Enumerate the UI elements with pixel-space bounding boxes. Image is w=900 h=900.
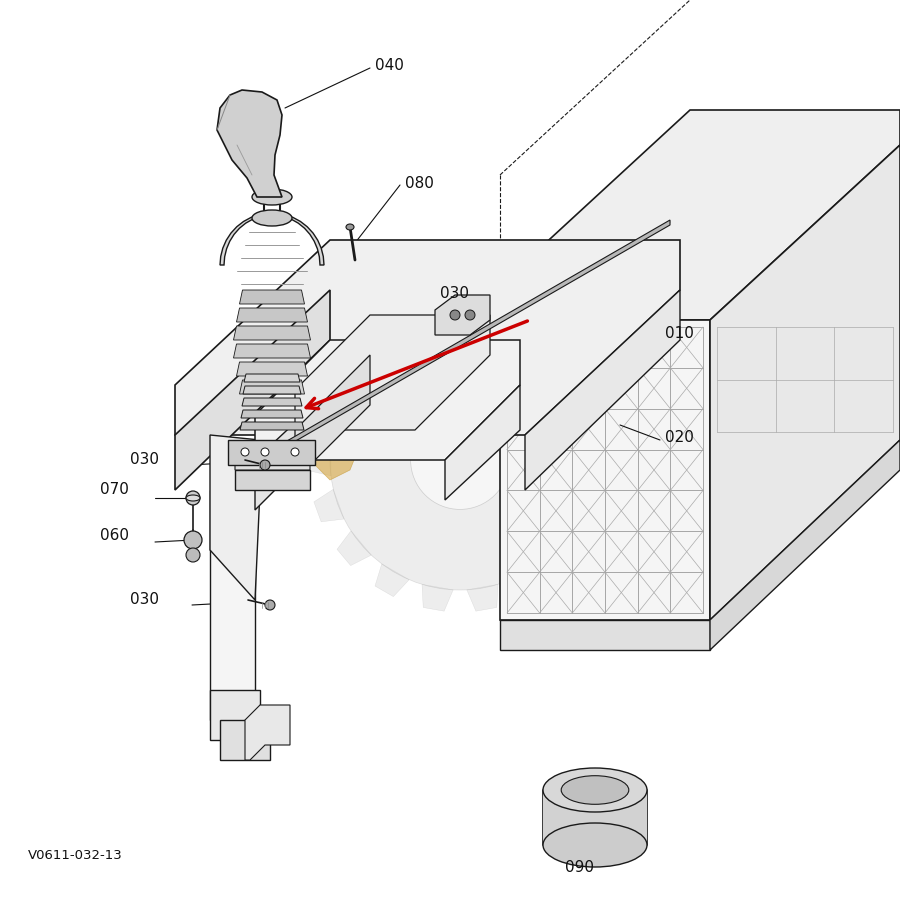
Polygon shape — [280, 220, 670, 450]
Polygon shape — [210, 690, 260, 740]
Polygon shape — [589, 445, 612, 476]
Polygon shape — [242, 398, 302, 406]
Polygon shape — [237, 362, 308, 376]
Ellipse shape — [543, 768, 647, 812]
Polygon shape — [235, 450, 310, 470]
Polygon shape — [220, 213, 324, 265]
Polygon shape — [525, 290, 680, 490]
Polygon shape — [240, 422, 304, 430]
Text: 030: 030 — [130, 453, 159, 467]
Polygon shape — [710, 145, 900, 620]
Polygon shape — [543, 790, 647, 845]
Polygon shape — [309, 445, 331, 476]
Circle shape — [330, 330, 590, 590]
Polygon shape — [435, 295, 490, 335]
Polygon shape — [235, 470, 310, 490]
Ellipse shape — [186, 495, 200, 501]
Polygon shape — [245, 705, 290, 760]
Polygon shape — [210, 490, 255, 720]
Ellipse shape — [252, 189, 292, 205]
Text: 010: 010 — [665, 326, 694, 340]
Polygon shape — [295, 355, 370, 480]
Polygon shape — [337, 531, 372, 565]
Polygon shape — [239, 290, 304, 304]
Text: ®: ® — [586, 398, 600, 412]
Text: 030: 030 — [130, 592, 159, 608]
Circle shape — [261, 448, 269, 456]
Circle shape — [410, 410, 509, 509]
Polygon shape — [511, 323, 545, 356]
Polygon shape — [244, 374, 300, 382]
Polygon shape — [576, 490, 606, 522]
Polygon shape — [255, 340, 520, 460]
Polygon shape — [576, 398, 606, 431]
Ellipse shape — [543, 823, 647, 867]
Ellipse shape — [252, 210, 292, 226]
Text: 080: 080 — [405, 176, 434, 191]
Polygon shape — [375, 323, 410, 356]
Polygon shape — [422, 309, 454, 336]
Text: 030: 030 — [440, 285, 469, 301]
Text: 090: 090 — [565, 860, 594, 876]
Circle shape — [450, 310, 460, 320]
Circle shape — [241, 448, 249, 456]
Circle shape — [260, 460, 270, 470]
Polygon shape — [500, 320, 710, 620]
Text: 040: 040 — [375, 58, 404, 73]
Polygon shape — [710, 440, 900, 650]
Polygon shape — [233, 344, 310, 358]
Polygon shape — [337, 355, 372, 389]
Polygon shape — [445, 385, 520, 500]
Polygon shape — [314, 398, 344, 431]
Polygon shape — [237, 308, 308, 322]
Polygon shape — [422, 584, 454, 611]
Ellipse shape — [562, 776, 629, 805]
Circle shape — [465, 310, 475, 320]
Polygon shape — [239, 380, 304, 394]
Circle shape — [291, 448, 299, 456]
Polygon shape — [241, 410, 303, 418]
Polygon shape — [549, 355, 583, 389]
Text: 060: 060 — [100, 527, 129, 543]
Polygon shape — [467, 309, 498, 336]
Polygon shape — [233, 326, 310, 340]
Polygon shape — [210, 435, 260, 600]
Text: YEARN PARTS: YEARN PARTS — [321, 408, 598, 442]
Polygon shape — [228, 440, 315, 465]
Polygon shape — [375, 563, 410, 597]
Polygon shape — [467, 584, 498, 611]
Polygon shape — [290, 330, 360, 480]
Polygon shape — [549, 531, 583, 565]
Polygon shape — [500, 620, 710, 650]
Polygon shape — [295, 315, 490, 430]
Polygon shape — [243, 386, 301, 394]
Circle shape — [265, 600, 275, 610]
Polygon shape — [220, 720, 270, 760]
Polygon shape — [175, 240, 680, 435]
Polygon shape — [511, 563, 545, 597]
Text: V0611-032-13: V0611-032-13 — [28, 849, 122, 862]
Circle shape — [186, 548, 200, 562]
Polygon shape — [175, 290, 330, 490]
Polygon shape — [314, 490, 344, 522]
Circle shape — [186, 491, 200, 505]
Ellipse shape — [346, 224, 354, 230]
Polygon shape — [500, 110, 900, 320]
Circle shape — [184, 531, 202, 549]
Polygon shape — [255, 390, 330, 510]
Text: 070: 070 — [100, 482, 129, 498]
Polygon shape — [217, 90, 282, 197]
Text: 020: 020 — [665, 430, 694, 446]
